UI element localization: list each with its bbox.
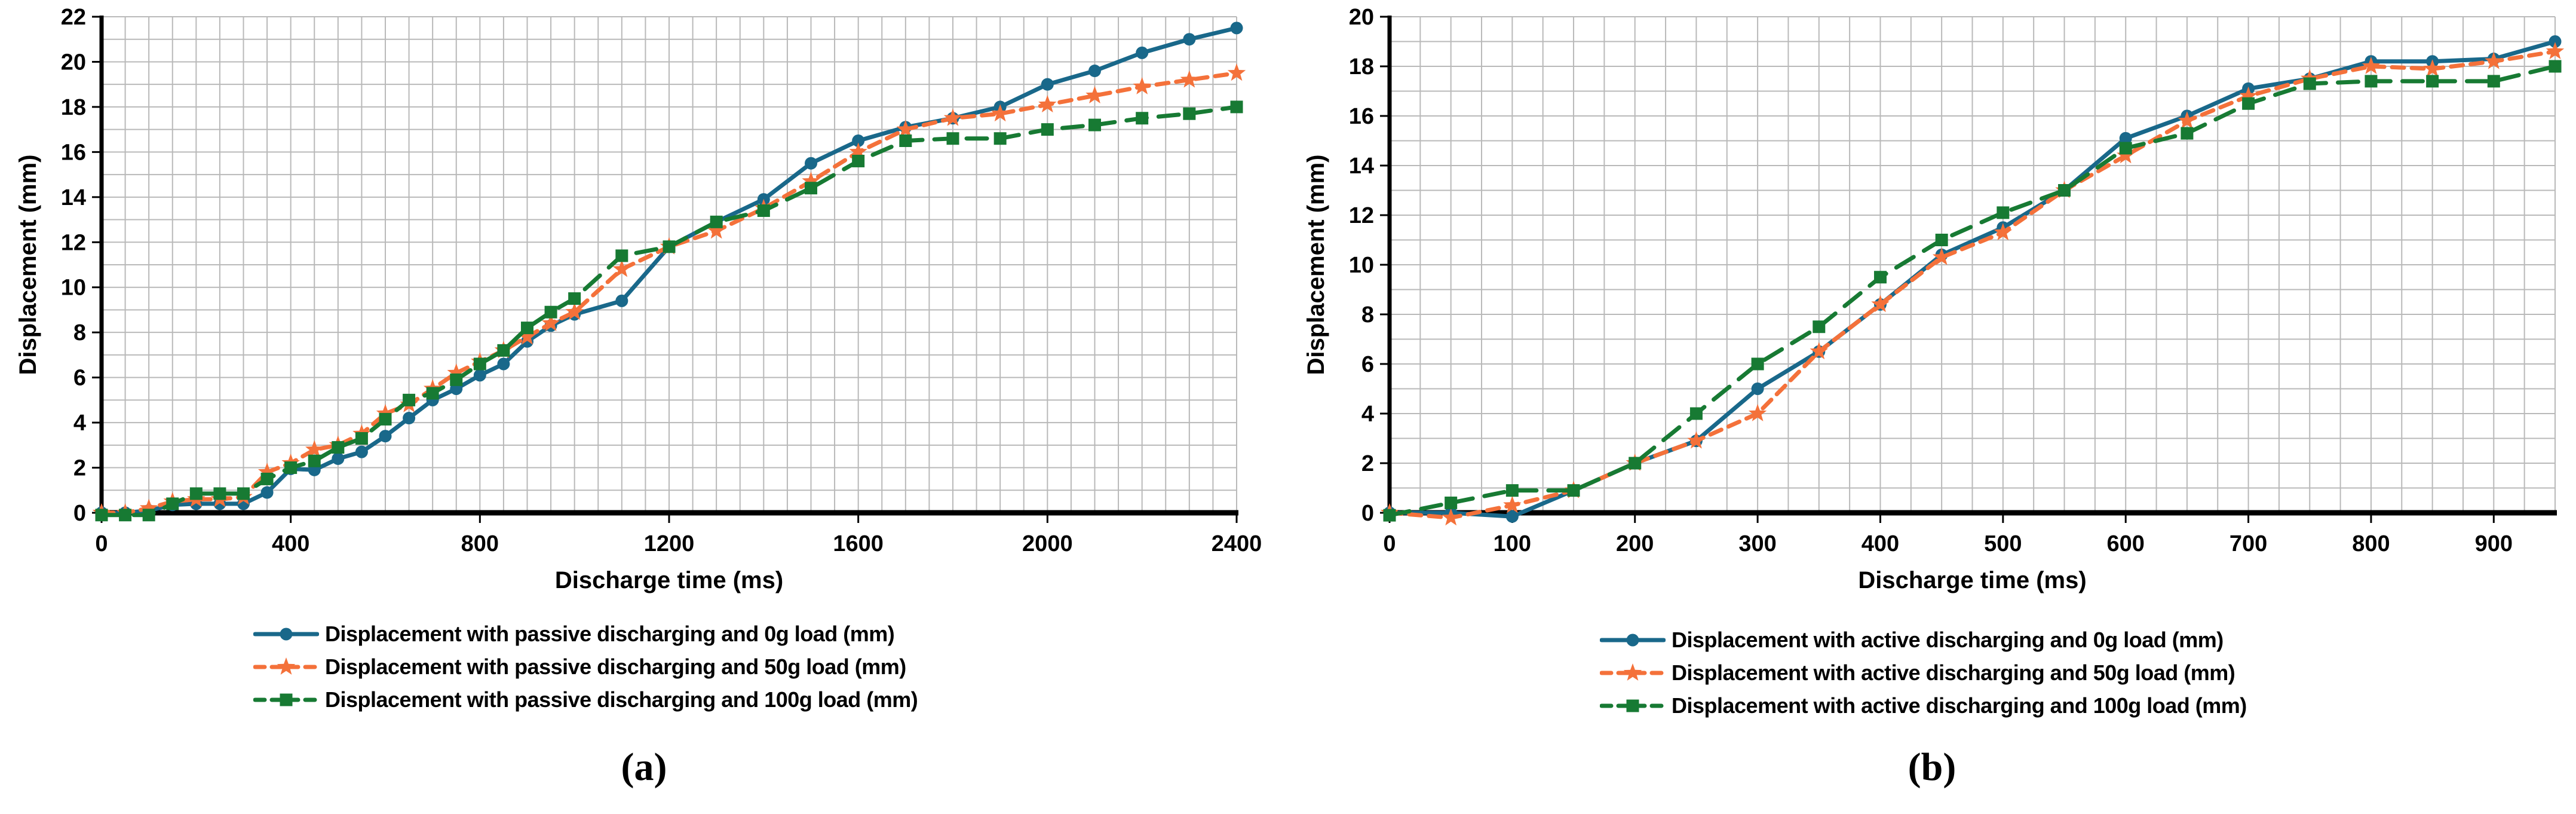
svg-text:2000: 2000 — [1022, 531, 1073, 556]
svg-text:200: 200 — [1616, 531, 1654, 556]
legend-item-active-50g: Displacement with active discharging and… — [1600, 660, 2247, 686]
svg-text:0: 0 — [1361, 501, 1374, 526]
svg-text:20: 20 — [61, 50, 86, 75]
svg-text:14: 14 — [1349, 154, 1374, 179]
chart-panel-b: 0 2 4 6 8 10 12 14 16 18 20 0 100 200 300 400 500 600 700 8… — [1288, 0, 2576, 814]
legend-marker-active-0g — [1600, 634, 1666, 647]
chart-panel-a: 0 2 4 6 8 10 12 14 16 18 20 22 0 400 800 1200 1600 2000 24… — [15, 5, 1262, 789]
svg-text:8: 8 — [73, 320, 86, 345]
legend-item-active-0g: Displacement with active discharging and… — [1600, 628, 2247, 653]
svg-text:Discharge time (ms): Discharge time (ms) — [555, 567, 783, 593]
legend-marker-passive-100g — [253, 693, 319, 706]
legend-a: Displacement with passive discharging an… — [253, 622, 918, 712]
svg-text:Displacement (mm): Displacement (mm) — [15, 155, 41, 375]
svg-text:4: 4 — [73, 411, 86, 436]
svg-text:700: 700 — [2230, 531, 2267, 556]
svg-text:12: 12 — [61, 230, 86, 255]
legend-marker-active-100g — [1600, 699, 1666, 712]
svg-text:2400: 2400 — [1212, 531, 1262, 556]
svg-text:12: 12 — [1349, 203, 1374, 228]
svg-text:1200: 1200 — [644, 531, 695, 556]
svg-text:6: 6 — [73, 366, 86, 391]
svg-text:18: 18 — [61, 95, 86, 120]
svg-text:0: 0 — [73, 501, 86, 526]
legend-item-passive-100g: Displacement with passive discharging an… — [253, 687, 918, 712]
svg-text:6: 6 — [1361, 352, 1374, 377]
svg-text:100: 100 — [1494, 531, 1531, 556]
svg-text:2: 2 — [1361, 451, 1374, 476]
svg-text:800: 800 — [461, 531, 499, 556]
legend-marker-passive-0g — [253, 628, 319, 641]
svg-text:8: 8 — [1361, 302, 1374, 328]
svg-text:500: 500 — [1984, 531, 2022, 556]
caption-a: (a) — [621, 745, 667, 789]
legend-marker-passive-50g — [253, 657, 319, 675]
svg-text:20: 20 — [1349, 5, 1374, 30]
chart-a-plot: 0 2 4 6 8 10 12 14 16 18 20 22 0 400 800 1200 1600 2000 24… — [15, 5, 1262, 593]
svg-text:300: 300 — [1738, 531, 1776, 556]
legend-b: Displacement with active discharging and… — [1600, 628, 2247, 718]
svg-text:0: 0 — [95, 531, 108, 556]
svg-text:18: 18 — [1349, 54, 1374, 79]
svg-text:0: 0 — [1383, 531, 1396, 556]
svg-text:400: 400 — [272, 531, 309, 556]
svg-text:10: 10 — [61, 276, 86, 301]
legend-label-passive-100g: Displacement with passive discharging an… — [325, 687, 918, 712]
legend-label-active-0g: Displacement with active discharging and… — [1672, 628, 2224, 652]
svg-text:10: 10 — [1349, 253, 1374, 278]
legend-item-passive-50g: Displacement with passive discharging an… — [253, 654, 918, 680]
svg-text:14: 14 — [61, 185, 86, 210]
svg-text:800: 800 — [2352, 531, 2390, 556]
svg-text:400: 400 — [1862, 531, 1899, 556]
svg-text:22: 22 — [61, 5, 86, 30]
svg-text:900: 900 — [2475, 531, 2513, 556]
svg-text:Discharge time (ms): Discharge time (ms) — [1858, 567, 2086, 593]
legend-item-passive-0g: Displacement with passive discharging an… — [253, 622, 918, 647]
legend-item-active-100g: Displacement with active discharging and… — [1600, 693, 2247, 718]
legend-label-active-50g: Displacement with active discharging and… — [1672, 660, 2235, 685]
svg-text:Displacement (mm): Displacement (mm) — [1303, 155, 1329, 375]
legend-marker-active-50g — [1600, 663, 1666, 681]
svg-text:600: 600 — [2107, 531, 2145, 556]
legend-label-active-100g: Displacement with active discharging and… — [1672, 693, 2247, 718]
legend-label-passive-50g: Displacement with passive discharging an… — [325, 654, 906, 679]
svg-text:16: 16 — [1349, 104, 1374, 129]
caption-b: (b) — [1908, 745, 1956, 789]
legend-label-passive-0g: Displacement with passive discharging an… — [325, 622, 895, 646]
svg-text:16: 16 — [61, 140, 86, 165]
svg-text:2: 2 — [73, 456, 86, 481]
svg-text:1600: 1600 — [833, 531, 884, 556]
svg-text:4: 4 — [1361, 402, 1374, 427]
